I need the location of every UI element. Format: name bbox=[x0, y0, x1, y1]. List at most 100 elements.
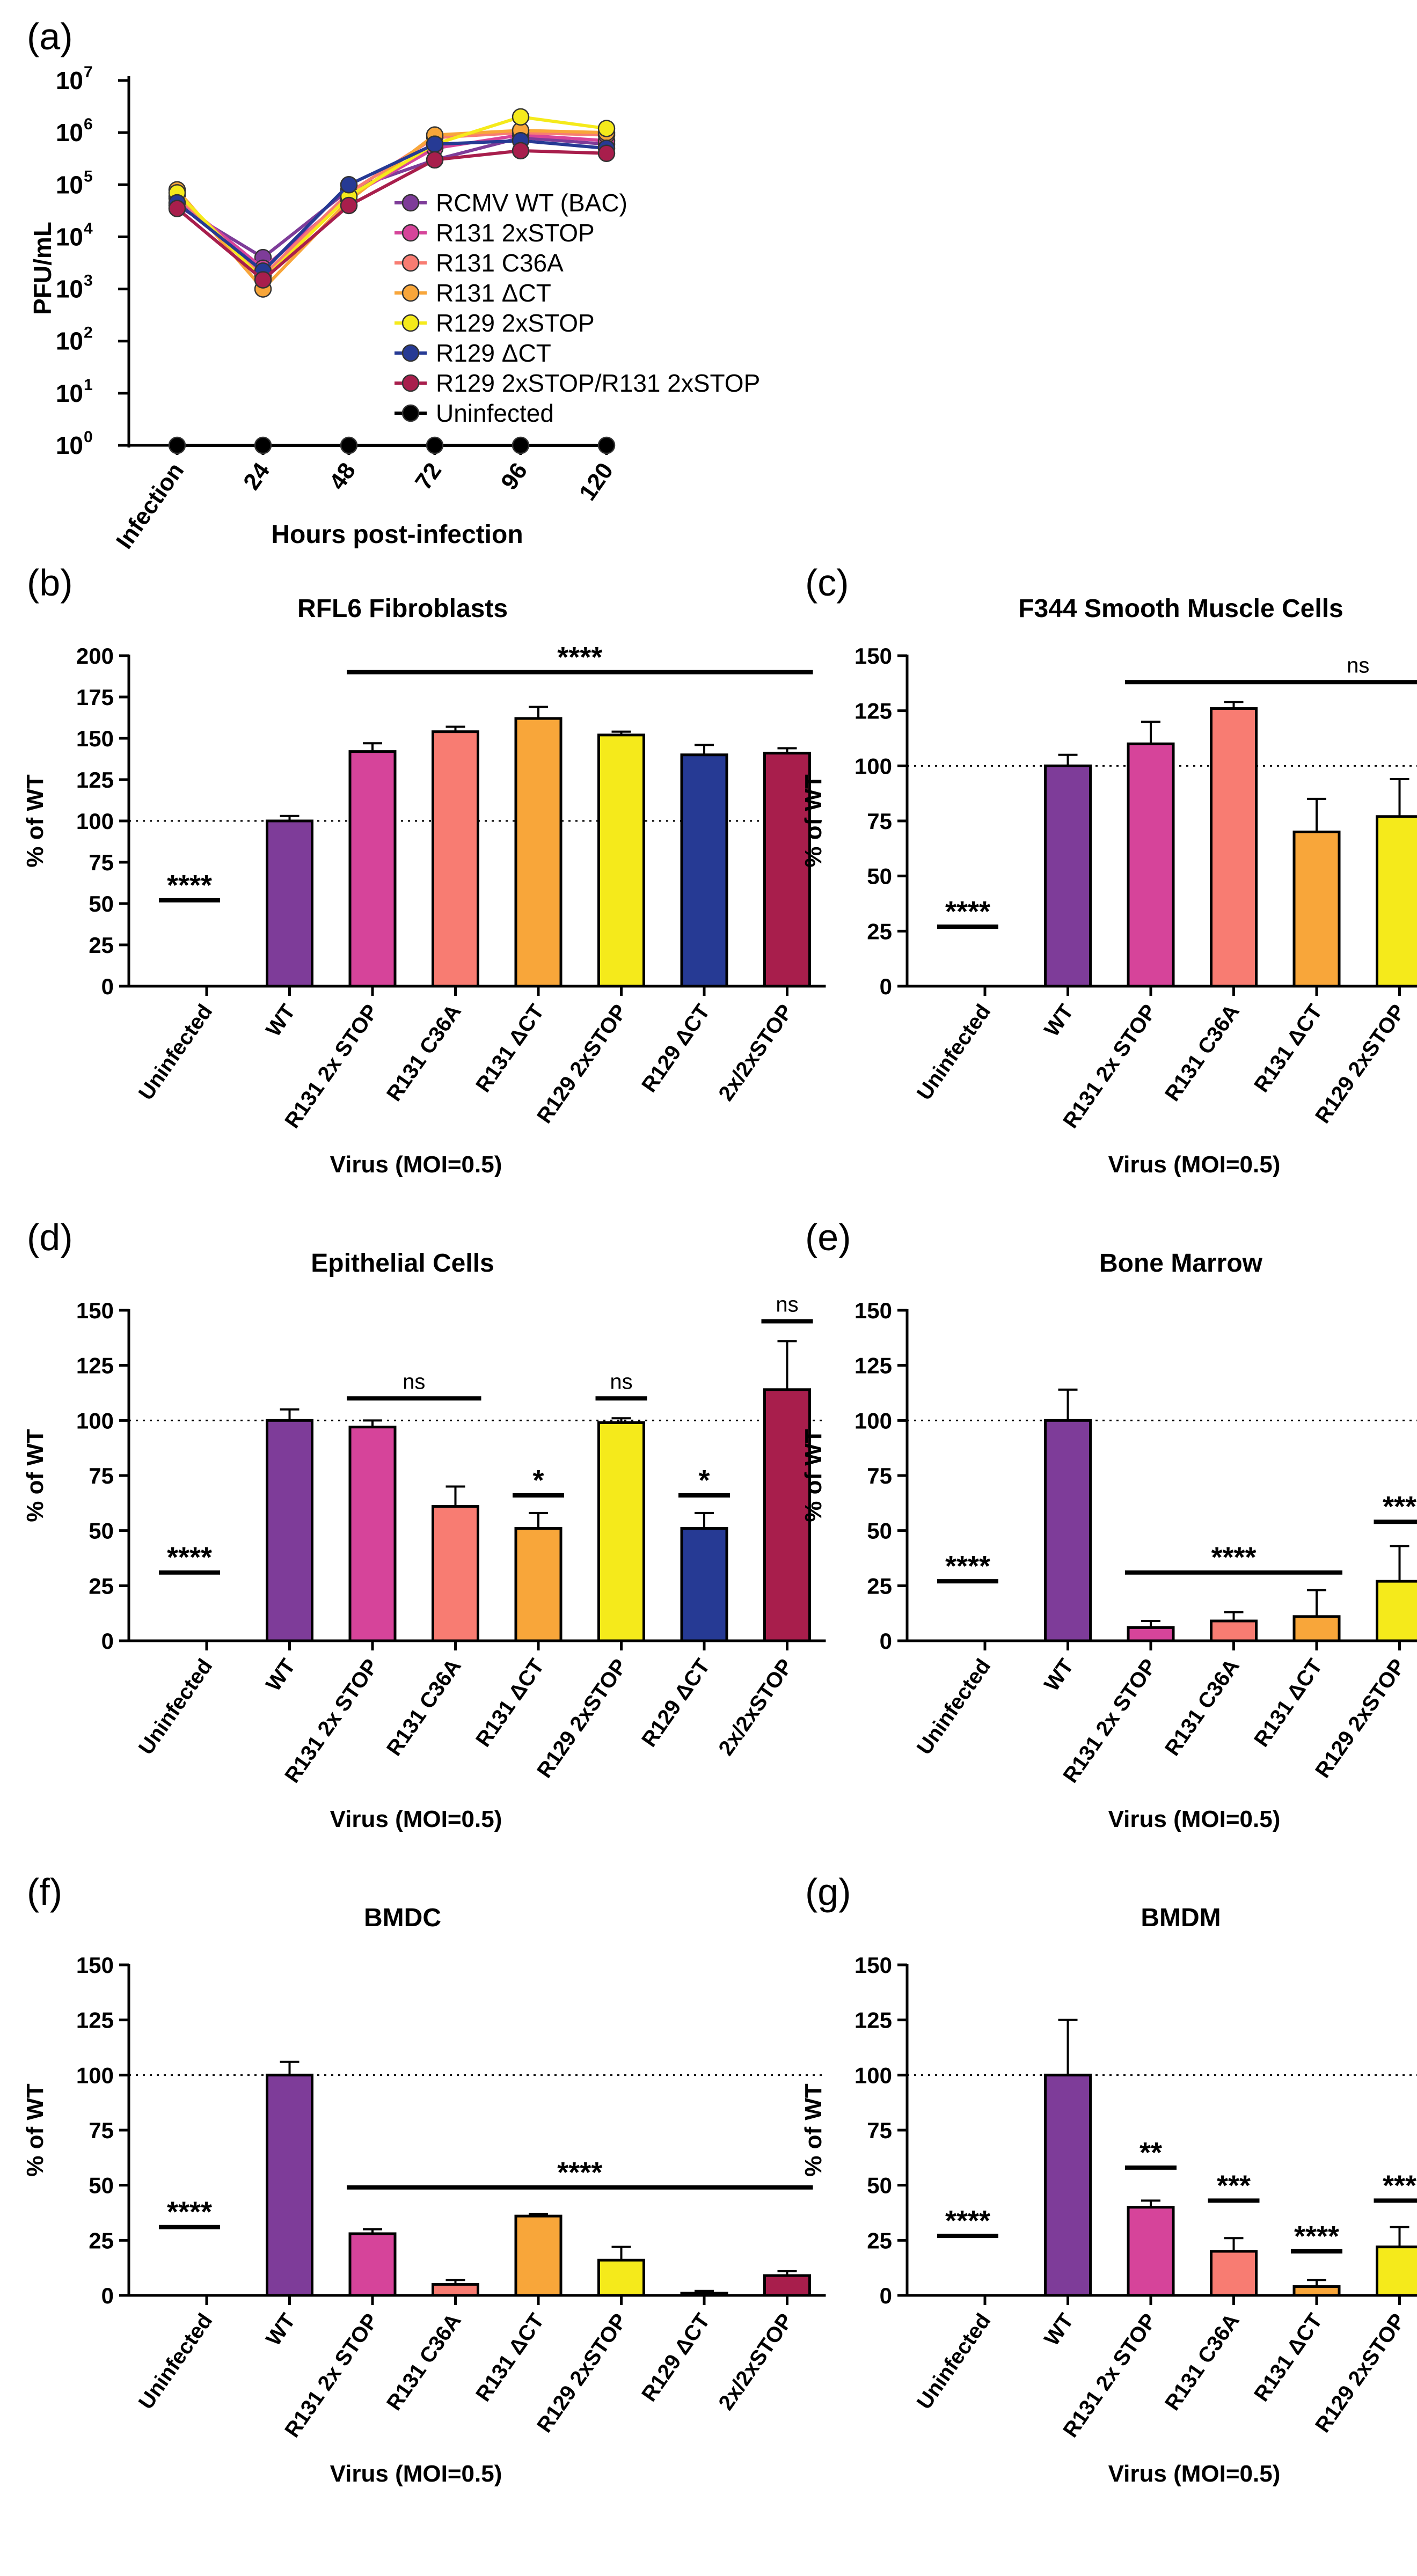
x-tick-label: R129 ΔCT bbox=[637, 1000, 714, 1097]
x-tick-label: 24 bbox=[238, 458, 275, 495]
legend-entry: Uninfected bbox=[395, 399, 554, 427]
series-line bbox=[168, 142, 616, 289]
bar bbox=[597, 1421, 645, 1642]
y-tick-label: 150 bbox=[854, 1953, 892, 1978]
legend-label: RCMV WT (BAC) bbox=[436, 189, 627, 217]
bar-chart-panel-e: (e) Bone Marrow % of WT Virus (MOI=0.5) 0 25 5… bbox=[800, 1216, 1417, 1832]
y-tick-label: 0 bbox=[101, 1628, 114, 1654]
x-tick-label: Infection bbox=[111, 458, 189, 554]
data-point bbox=[340, 176, 358, 194]
x-tick-label: WT bbox=[261, 2309, 300, 2350]
data-point bbox=[340, 196, 358, 215]
y-tick-label: 10 bbox=[56, 275, 83, 303]
x-tick-label: R131 2x STOP bbox=[280, 1655, 383, 1787]
x-tick-label: R131 C36A bbox=[1160, 1655, 1244, 1760]
bar bbox=[763, 2274, 811, 2297]
bar-chart-panel-d: (d) Epithelial Cells % of WT Virus (MOI=0.5… bbox=[22, 1216, 826, 1832]
bar bbox=[1044, 1419, 1092, 1642]
significance-label: **** bbox=[945, 2205, 990, 2237]
legend-entry: R129 2xSTOP/R131 2xSTOP bbox=[395, 369, 760, 397]
chart-title: Epithelial Cells bbox=[311, 1249, 494, 1278]
x-tick-label: 96 bbox=[496, 458, 532, 495]
x-tick-label: R131 ΔCT bbox=[471, 2309, 549, 2406]
significance-label: **** bbox=[945, 896, 990, 928]
x-axis-label: Virus (MOI=0.5) bbox=[1108, 2461, 1281, 2487]
legend-marker bbox=[401, 374, 420, 392]
y-tick-label: 25 bbox=[867, 2228, 892, 2253]
y-axis-label: % of WT bbox=[22, 2083, 48, 2177]
y-tick-label: 10 bbox=[56, 67, 83, 94]
significance-label: **** bbox=[167, 2196, 212, 2228]
legend-entry: R131 C36A bbox=[395, 249, 564, 277]
bar bbox=[266, 2073, 313, 2297]
y-tick-label: 50 bbox=[867, 864, 892, 889]
y-tick-label: 75 bbox=[89, 850, 114, 875]
bar bbox=[1044, 764, 1092, 988]
x-tick-label: Uninfected bbox=[134, 1000, 217, 1105]
series-path bbox=[176, 149, 607, 282]
significance-label: ns bbox=[776, 1293, 798, 1317]
panel-label: (c) bbox=[805, 562, 849, 604]
x-tick-label: Uninfected bbox=[912, 2309, 996, 2414]
bar bbox=[514, 717, 563, 988]
x-tick-label: WT bbox=[261, 1655, 300, 1696]
y-tick-label: 75 bbox=[89, 2118, 114, 2143]
legend-entry: R129 ΔCT bbox=[395, 339, 551, 367]
y-tick-label: 50 bbox=[89, 891, 114, 916]
y-tick-exponent: 1 bbox=[84, 376, 93, 394]
panel-label: (a) bbox=[27, 16, 73, 57]
y-tick-label: 125 bbox=[76, 1353, 114, 1378]
x-tick-label: R131 2x STOP bbox=[1058, 1000, 1161, 1133]
bar bbox=[1044, 2073, 1092, 2297]
significance-label: * bbox=[698, 1464, 710, 1496]
legend-marker bbox=[401, 194, 420, 212]
y-tick-label: 150 bbox=[76, 1298, 114, 1323]
legend-label: R131 ΔCT bbox=[436, 279, 551, 307]
x-tick-label: R131 2x STOP bbox=[280, 1000, 383, 1133]
panel-label: (g) bbox=[805, 1871, 851, 1913]
significance-label: **** bbox=[1211, 1542, 1256, 1574]
bar bbox=[348, 2232, 397, 2297]
panel-label: (d) bbox=[27, 1216, 73, 1258]
y-tick-label: 25 bbox=[89, 1573, 114, 1598]
series-path bbox=[176, 129, 607, 292]
x-tick-label: R129 ΔCT bbox=[637, 1655, 714, 1751]
legend-marker bbox=[401, 224, 420, 242]
legend-label: R131 2xSTOP bbox=[436, 219, 595, 247]
panel-label: (f) bbox=[27, 1871, 62, 1913]
y-tick-exponent: 6 bbox=[84, 115, 93, 133]
significance-label: ns bbox=[1347, 654, 1369, 677]
bar bbox=[1292, 831, 1341, 988]
significance-label: *** bbox=[1217, 2169, 1251, 2201]
x-axis-label: Hours post-infection bbox=[271, 520, 523, 549]
y-tick-label: 50 bbox=[867, 2173, 892, 2198]
legend-marker bbox=[401, 284, 420, 302]
data-point bbox=[426, 135, 444, 153]
series-path bbox=[176, 133, 607, 270]
series-path bbox=[176, 136, 607, 260]
x-tick-label: R131 2x STOP bbox=[1058, 1655, 1161, 1787]
y-tick-exponent: 2 bbox=[84, 324, 93, 342]
y-tick-label: 75 bbox=[867, 1463, 892, 1488]
bar bbox=[680, 2292, 728, 2297]
x-tick-label: R131 ΔCT bbox=[1250, 1000, 1327, 1097]
x-tick-label: R131 ΔCT bbox=[1250, 1655, 1327, 1751]
y-tick-label: 100 bbox=[854, 753, 892, 779]
y-tick-label: 125 bbox=[854, 1353, 892, 1378]
legend-label: R129 2xSTOP/R131 2xSTOP bbox=[436, 369, 760, 397]
significance-label: ns bbox=[610, 1370, 632, 1393]
x-tick-label: R131 2x STOP bbox=[1058, 2309, 1161, 2442]
bar bbox=[348, 1426, 397, 1642]
legend-label: Uninfected bbox=[436, 399, 554, 427]
significance-label: **** bbox=[945, 1550, 990, 1582]
bar bbox=[432, 730, 479, 988]
legend-entry: R131 ΔCT bbox=[395, 279, 551, 307]
legend-marker bbox=[401, 314, 420, 332]
x-tick-label: R131 ΔCT bbox=[471, 1000, 549, 1097]
significance-label: **** bbox=[1294, 2220, 1339, 2252]
y-axis-label: % of WT bbox=[22, 774, 48, 868]
y-tick-label: 25 bbox=[867, 919, 892, 944]
x-axis-label: Virus (MOI=0.5) bbox=[330, 1151, 502, 1178]
series-path bbox=[176, 115, 607, 282]
bar bbox=[1376, 1580, 1417, 1642]
